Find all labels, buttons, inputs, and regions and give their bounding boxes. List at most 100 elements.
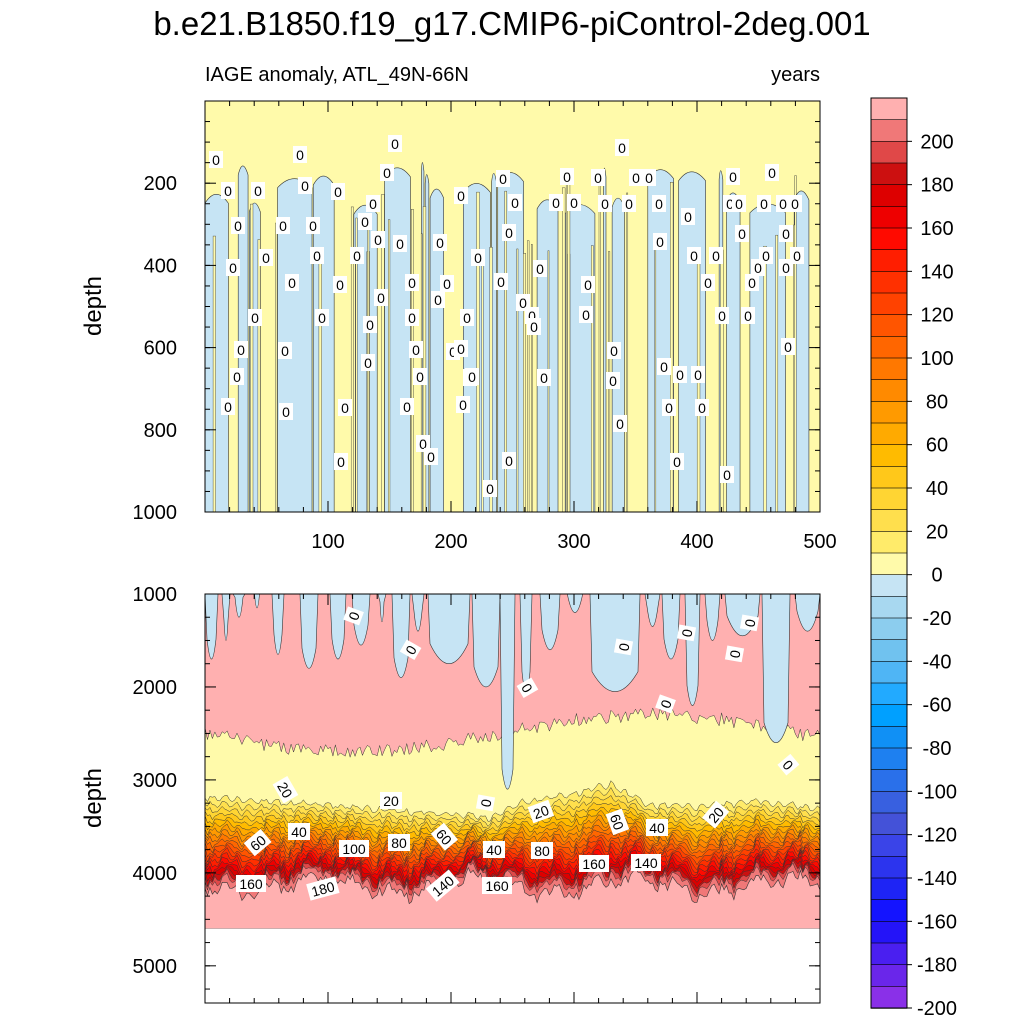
y-tick-label: 4000 (133, 863, 178, 885)
contour-label: 0 (629, 169, 643, 186)
colorbar-swatch (870, 834, 908, 858)
contour-label: 0 (460, 309, 474, 326)
colorbar-swatch (870, 877, 908, 901)
svg-text:160: 160 (582, 856, 606, 872)
positive-streak (527, 240, 530, 512)
upper-negative-regions (205, 162, 810, 512)
positive-streak (381, 194, 385, 512)
svg-text:0: 0 (436, 235, 444, 251)
svg-text:60: 60 (607, 812, 627, 832)
contour-label: 0 (779, 225, 793, 242)
contour-label: 0 (230, 368, 244, 385)
negative-region (329, 594, 347, 660)
positive-streak (489, 247, 493, 512)
colorbar-swatch (870, 314, 908, 338)
svg-text:0: 0 (665, 400, 673, 416)
svg-text:0: 0 (262, 250, 270, 266)
svg-text:100: 100 (342, 841, 366, 857)
contour-label: 0 (657, 358, 671, 375)
negative-region (644, 594, 661, 627)
contour-label: 0 (413, 368, 427, 385)
colorbar-label: 60 (926, 435, 948, 457)
contour-label: 0 (465, 368, 479, 385)
svg-text:0: 0 (434, 292, 442, 308)
positive-streak (353, 255, 356, 512)
colorbar-swatch (870, 357, 908, 381)
contour-label: 0 (759, 247, 773, 264)
subtitle-right: years (771, 64, 820, 86)
contour-label: 20 (272, 775, 299, 804)
contour-label: 0 (779, 259, 793, 276)
contour-label: 0 (409, 341, 423, 358)
colorbar-swatch (870, 444, 908, 468)
svg-text:0: 0 (505, 453, 513, 469)
contour-label: 0 (715, 307, 729, 324)
colorbar-swatch (870, 162, 908, 186)
colorbar-frame (870, 97, 908, 1009)
contour-label: 0 (790, 247, 804, 264)
contour-label: 0 (655, 694, 676, 714)
svg-text:0: 0 (594, 170, 602, 186)
contour-label: 0 (726, 168, 740, 185)
contour-label: 0 (653, 233, 667, 250)
svg-text:40: 40 (649, 820, 665, 836)
svg-text:0: 0 (212, 152, 220, 168)
colorbar-label: -160 (917, 911, 957, 933)
contour-label: 0 (248, 309, 262, 326)
svg-text:0: 0 (528, 308, 536, 324)
positive-streak (775, 234, 779, 512)
positive-streak (654, 234, 657, 512)
svg-text:0: 0 (477, 798, 494, 809)
svg-text:0: 0 (234, 218, 242, 234)
svg-text:0: 0 (536, 261, 544, 277)
svg-text:0: 0 (655, 196, 663, 212)
colorbar-swatch (870, 574, 908, 598)
contour-label: 0 (720, 466, 734, 483)
contour-label: 0 (405, 309, 419, 326)
contour-label: 0 (431, 291, 445, 308)
colorbar-swatch (870, 97, 908, 121)
y-tick-label: 2000 (133, 677, 178, 699)
colorbar-swatch (870, 856, 908, 879)
negative-region (589, 594, 641, 692)
contour-label: 0 (298, 177, 312, 194)
contour-label: 40 (646, 819, 668, 836)
negative-region (232, 594, 246, 618)
contour-label: 160 (482, 877, 512, 894)
positive-streak (318, 247, 322, 512)
contour-label: 0 (456, 396, 470, 413)
svg-text:0: 0 (762, 248, 770, 264)
svg-text:20: 20 (383, 793, 399, 809)
svg-text:160: 160 (239, 876, 263, 892)
svg-text:20: 20 (531, 802, 551, 822)
svg-text:0: 0 (726, 649, 743, 660)
contour-label: 0 (652, 195, 666, 212)
contour-label: 0 (724, 645, 745, 663)
svg-text:0: 0 (366, 317, 374, 333)
positive-streak (591, 245, 594, 512)
contour-label: 0 (374, 289, 388, 306)
positive-streak (257, 239, 261, 512)
lower-negative-regions (205, 594, 820, 790)
contour-label: 0 (502, 452, 516, 469)
contour-label: 0 (380, 164, 394, 181)
svg-text:0: 0 (735, 196, 743, 212)
contour-label: 0 (765, 164, 779, 181)
positive-streak (481, 249, 484, 512)
lower-filled-contours (205, 594, 820, 1003)
svg-text:0: 0 (632, 170, 640, 186)
colorbar-swatch (870, 336, 908, 359)
colorbar: 200180160140120100806040200-20-40-60-80-… (870, 97, 957, 1020)
upper-x-axis: 100 200 300 400 500 (204, 101, 837, 553)
contour-label: 0 (276, 217, 290, 234)
contour-label: 0 (560, 168, 574, 185)
contour-label: 0 (343, 606, 364, 626)
seafloor (205, 928, 820, 1003)
x-tick-label: 400 (680, 531, 713, 553)
colorbar-label: -180 (917, 955, 957, 977)
svg-text:0: 0 (374, 232, 382, 248)
colorbar-swatch (870, 227, 908, 251)
negative-region (391, 594, 411, 678)
contour-label: 0 (709, 247, 723, 264)
svg-text:0: 0 (698, 400, 706, 416)
